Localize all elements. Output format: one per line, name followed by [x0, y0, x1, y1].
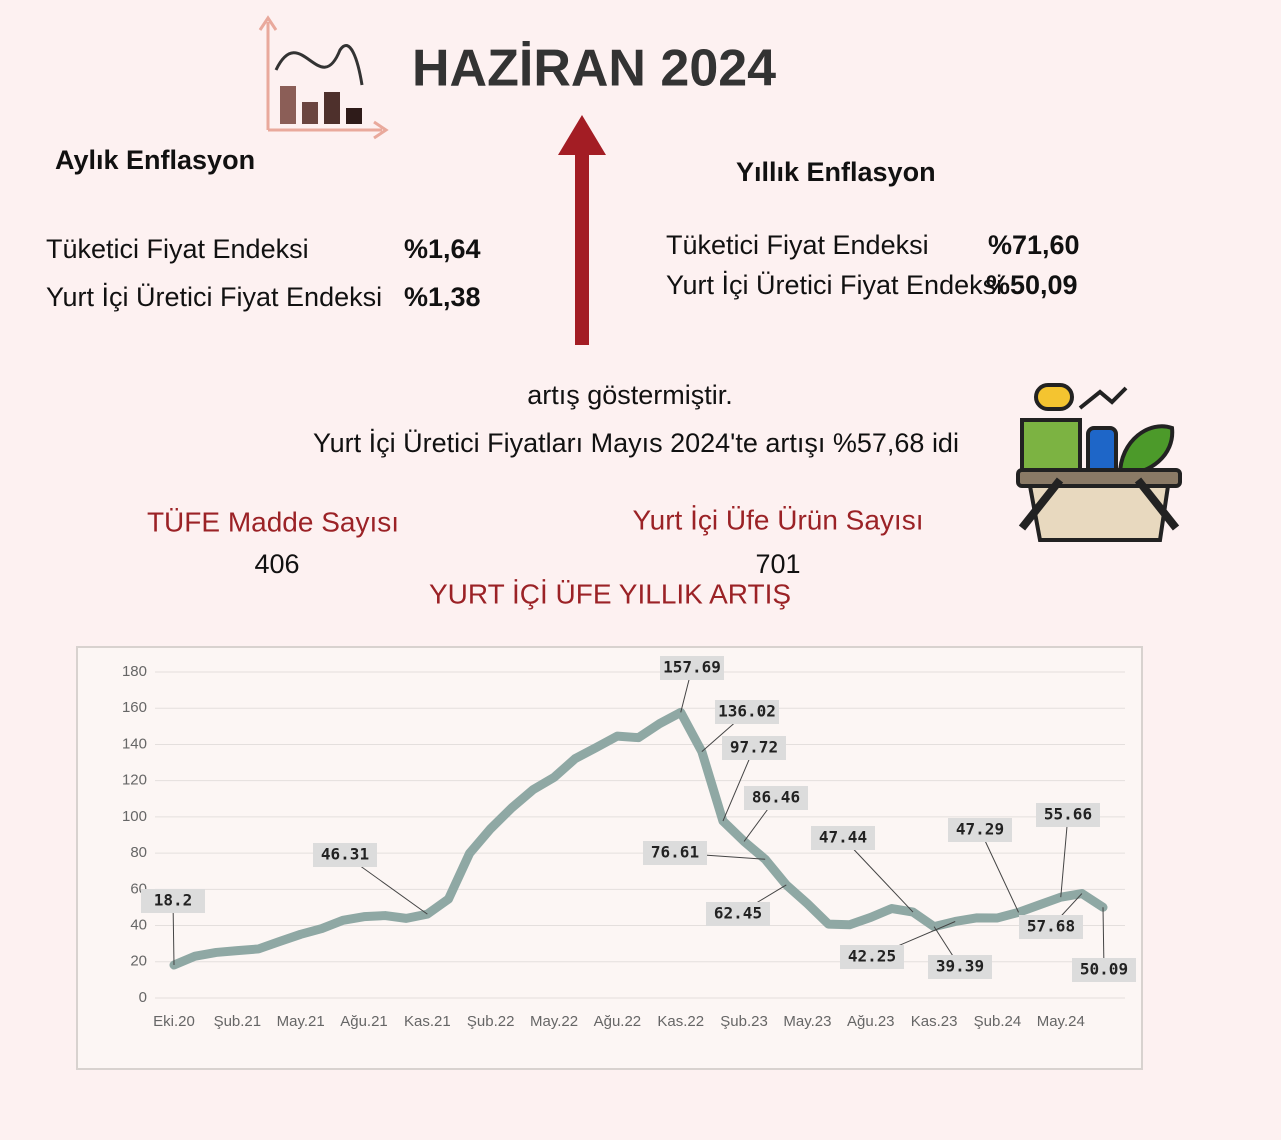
y-tick-label: 120 [122, 772, 147, 789]
x-tick-label: May.23 [783, 1013, 831, 1030]
section-heading: Aylık Enflasyon [55, 145, 255, 175]
x-tick-label: Ağu.23 [847, 1013, 895, 1030]
data-label: 76.61 [651, 843, 699, 862]
y-tick-label: 180 [122, 663, 147, 680]
label-box [948, 818, 1012, 842]
leader-line [722, 747, 755, 822]
y-tick-label: 100 [122, 808, 147, 825]
data-label: 86.46 [752, 788, 800, 807]
row-value: %71,60 [988, 230, 1080, 260]
data-label: 46.31 [321, 845, 369, 864]
x-tick-label: Ağu.22 [594, 1013, 642, 1030]
y-tick-label: 20 [130, 953, 147, 970]
x-tick-label: Eki.20 [153, 1013, 195, 1030]
data-label: 39.39 [936, 957, 984, 976]
y-tick-label: 140 [122, 735, 147, 752]
data-label: 136.02 [718, 702, 776, 721]
data-label: 57.68 [1027, 917, 1075, 936]
x-tick-label: Şub.22 [467, 1013, 515, 1030]
note: Yurt İçi Üretici Fiyatları Mayıs 2024'te… [313, 427, 959, 458]
chart-title: YURT İÇİ ÜFE YILLIK ARTIŞ [429, 578, 791, 609]
y-tick-label: 80 [130, 844, 147, 861]
row-label: Yurt İçi Üretici Fiyat Endeksi [666, 269, 1002, 300]
data-label: 157.69 [663, 658, 721, 677]
x-tick-label: May.21 [277, 1013, 325, 1030]
note: artış göstermiştir. [527, 380, 733, 410]
data-label: 47.29 [956, 820, 1004, 839]
data-label: 50.09 [1080, 960, 1128, 979]
data-label: 47.44 [819, 828, 867, 847]
count-value: 701 [755, 549, 800, 579]
x-tick-label: Kas.23 [911, 1013, 958, 1030]
label-box [840, 945, 904, 969]
data-line [169, 707, 1108, 970]
x-tick-label: Şub.23 [720, 1013, 768, 1030]
leader-line [979, 829, 1019, 913]
y-tick-label: 40 [130, 917, 147, 934]
data-label: 62.45 [714, 904, 762, 923]
x-tick-label: Kas.21 [404, 1013, 451, 1030]
label-box [715, 700, 779, 724]
up-arrow [558, 115, 606, 345]
label-box [1019, 915, 1083, 939]
count-value: 406 [254, 549, 299, 579]
data-label: 97.72 [730, 738, 778, 757]
basket-icon [1016, 383, 1182, 542]
row-value: %50,09 [986, 270, 1078, 300]
count-label: TÜFE Madde Sayısı [147, 506, 399, 537]
row-label: Tüketici Fiyat Endeksi [46, 234, 309, 264]
row-value: %1,64 [404, 234, 481, 264]
x-tick-label: Ağu.21 [340, 1013, 388, 1030]
label-box [706, 902, 770, 926]
data-label: 42.25 [848, 947, 896, 966]
label-box [722, 736, 786, 760]
label-box [1036, 803, 1100, 827]
leader-line [1060, 814, 1069, 898]
x-tick-label: May.24 [1037, 1013, 1085, 1030]
leader-line [842, 837, 914, 913]
label-box [141, 889, 205, 913]
label-box [744, 786, 808, 810]
chart-frame [76, 646, 1143, 1070]
label-box [660, 656, 724, 680]
label-box [313, 843, 377, 867]
page-title: HAZİRAN 2024 [412, 40, 776, 98]
data-label: 18.2 [154, 891, 193, 910]
data-label: 55.66 [1044, 805, 1092, 824]
x-tick-label: Şub.24 [974, 1013, 1022, 1030]
label-box [643, 841, 707, 865]
label-box [811, 826, 875, 850]
y-tick-label: 160 [122, 699, 147, 716]
row-value: %1,38 [404, 282, 481, 312]
x-tick-label: Şub.21 [214, 1013, 262, 1030]
x-tick-label: May.22 [530, 1013, 578, 1030]
x-tick-label: Kas.22 [657, 1013, 704, 1030]
label-box [1072, 958, 1136, 982]
chart-icon [258, 15, 389, 140]
row-label: Tüketici Fiyat Endeksi [666, 230, 929, 260]
count-label: Yurt İçi Üfe Ürün Sayısı [633, 504, 924, 535]
section-heading: Yıllık Enflasyon [736, 157, 936, 187]
row-label: Yurt İçi Üretici Fiyat Endeksi [46, 281, 382, 312]
y-tick-label: 0 [139, 989, 147, 1006]
label-box [928, 955, 992, 979]
